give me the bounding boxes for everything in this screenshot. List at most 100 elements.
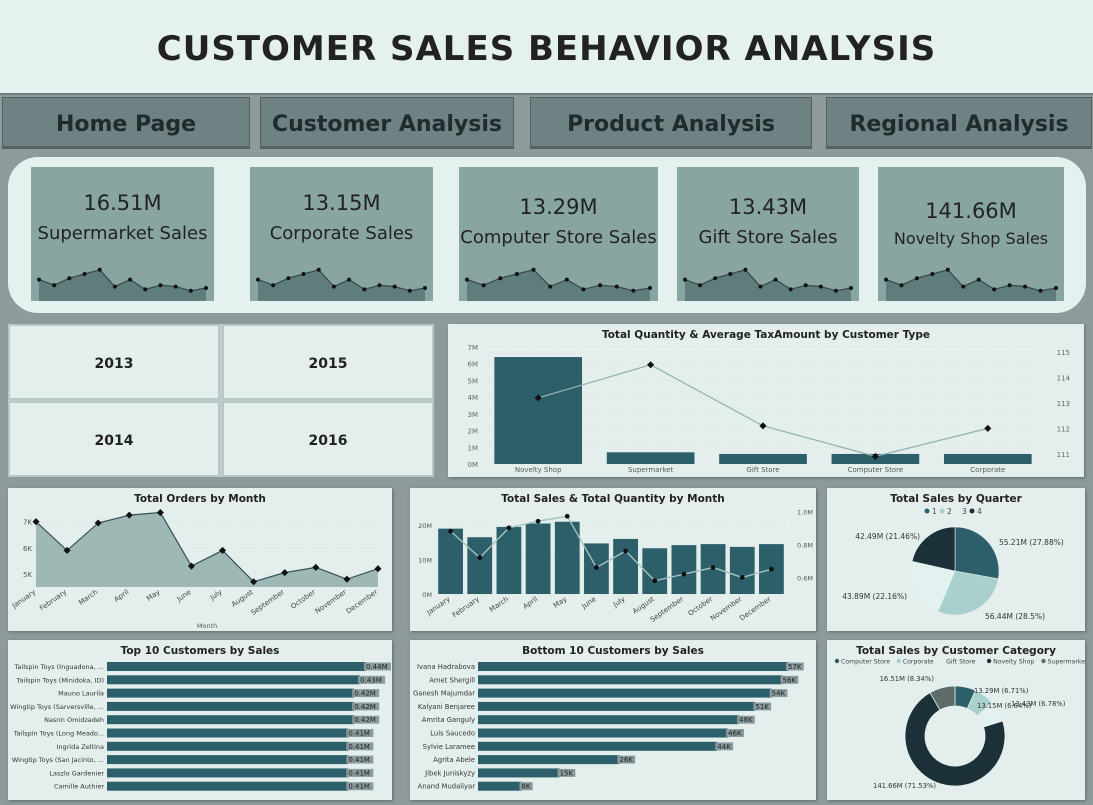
sparkline-point bbox=[614, 284, 619, 289]
data-label-bg bbox=[346, 742, 374, 751]
year-2016-button[interactable]: 2016 bbox=[222, 401, 434, 477]
sparkline-point bbox=[914, 276, 919, 281]
sparkline-area bbox=[685, 269, 851, 301]
sparkline-point bbox=[481, 283, 486, 288]
x-tick-label: May bbox=[145, 588, 161, 603]
year-2013-button[interactable]: 2013 bbox=[8, 324, 220, 400]
sparkline-line bbox=[466, 269, 651, 292]
sales-qty-month-card: Total Sales & Total Quantity by Month 0M… bbox=[410, 488, 816, 631]
sparkline-point bbox=[97, 267, 102, 272]
x-tick-label: Supermarket bbox=[628, 466, 673, 474]
data-label: 42.49M (21.46%) bbox=[855, 532, 920, 541]
line-point bbox=[564, 513, 570, 519]
year-2014-button[interactable]: 2014 bbox=[8, 401, 220, 477]
y2-tick-label: 0.8M bbox=[797, 541, 813, 549]
x-tick-label: June bbox=[175, 588, 193, 604]
chart-title: Total Orders by Month bbox=[134, 493, 266, 505]
y-tick-label: 2M bbox=[468, 428, 479, 436]
bar bbox=[478, 768, 560, 778]
sparkline-point bbox=[407, 288, 412, 293]
sparkline-point bbox=[976, 277, 981, 282]
sparkline-area bbox=[258, 269, 425, 301]
sparkline-point bbox=[465, 277, 469, 282]
sparkline-line bbox=[885, 269, 1057, 292]
category-label: Amrita Ganguly bbox=[422, 716, 475, 724]
y-tick-label: 1M bbox=[468, 444, 479, 452]
bar bbox=[606, 452, 695, 464]
kpi-sparkline bbox=[884, 267, 1058, 301]
bar bbox=[107, 741, 349, 751]
y-tick-label: 6K bbox=[23, 545, 32, 553]
series-line bbox=[35, 511, 379, 583]
bar bbox=[642, 548, 668, 594]
sparkline-point bbox=[728, 272, 733, 276]
data-label: 8K bbox=[522, 783, 531, 791]
legend-marker bbox=[939, 658, 945, 664]
data-label: 48K bbox=[739, 716, 753, 724]
y2-tick-label: 114 bbox=[1057, 375, 1071, 383]
kpi-label: Corporate Sales bbox=[269, 223, 414, 244]
data-label: 0.42M bbox=[354, 716, 376, 724]
bar bbox=[496, 526, 522, 594]
sparkline-point bbox=[112, 284, 117, 289]
nav-regional-analysis[interactable]: Regional Analysis bbox=[826, 97, 1092, 149]
sparkline-point bbox=[899, 283, 904, 288]
legend-label: Corporate bbox=[903, 659, 934, 666]
y-tick-label: 4M bbox=[468, 394, 479, 402]
bar bbox=[478, 701, 756, 711]
x-tick-label: December bbox=[738, 595, 772, 622]
line-point bbox=[652, 578, 658, 584]
legend-label: Gift Store bbox=[946, 659, 976, 666]
sparkline-point bbox=[788, 287, 793, 292]
data-label-bg bbox=[786, 662, 804, 671]
x-tick-label: November bbox=[709, 595, 744, 623]
y-tick-label: 20M bbox=[418, 522, 432, 530]
line-point bbox=[477, 555, 483, 561]
chart-title: Total Quantity & Average TaxAmount by Cu… bbox=[601, 329, 931, 341]
sparkline-point bbox=[743, 267, 748, 272]
sparkline-point bbox=[347, 277, 352, 282]
bottom10-card: Bottom 10 Customers by Sales Ivana Hadra… bbox=[410, 640, 816, 800]
sales-quarter-chart: 1 2 3 4 55.21M (27.88%) 56.44M (28.5%) 43.89M … bbox=[842, 507, 1064, 621]
bar bbox=[107, 701, 355, 711]
legend-marker bbox=[924, 508, 930, 514]
year-2015-button[interactable]: 2015 bbox=[222, 324, 434, 400]
page-title: CUSTOMER SALES BEHAVIOR ANALYSIS bbox=[156, 29, 937, 69]
sparkline-point bbox=[1007, 283, 1012, 288]
nav-product-analysis[interactable]: Product Analysis bbox=[530, 97, 812, 149]
nav-customer-analysis[interactable]: Customer Analysis bbox=[260, 97, 514, 149]
y2-tick-label: 113 bbox=[1057, 400, 1070, 408]
kpi-label: Gift Store Sales bbox=[698, 227, 838, 248]
sales-category-chart: Computer Store Corporate Gift Store Novelty… bbox=[834, 658, 1085, 790]
y2-tick-label: 111 bbox=[1057, 451, 1070, 459]
chart-title: Top 10 Customers by Sales bbox=[120, 645, 280, 657]
data-label: 0.42M bbox=[354, 690, 376, 698]
line-point bbox=[681, 571, 687, 577]
qty-tax-card: Total Quantity & Average TaxAmount by Cu… bbox=[448, 324, 1084, 477]
kpi-corporate: 13.15M Corporate Sales bbox=[250, 167, 433, 301]
category-label: Mauno Laurila bbox=[58, 690, 104, 698]
data-label: 0.41M bbox=[348, 730, 370, 738]
data-label: 0.41M bbox=[348, 783, 370, 791]
nav-home-page[interactable]: Home Page bbox=[2, 97, 250, 149]
bar bbox=[554, 521, 580, 594]
data-label: 15K bbox=[560, 769, 574, 777]
sparkline-point bbox=[301, 272, 306, 276]
chart-title: Bottom 10 Customers by Sales bbox=[522, 645, 704, 657]
data-label-bg bbox=[753, 702, 772, 711]
legend-label: 1 bbox=[932, 507, 937, 516]
bar bbox=[478, 755, 620, 765]
x-tick-label: January bbox=[10, 588, 37, 610]
category-label: Jibek Juniskyzy bbox=[424, 769, 475, 777]
y-tick-label: 6M bbox=[468, 361, 479, 369]
y-tick-label: 10M bbox=[418, 557, 432, 565]
sparkline-point bbox=[271, 283, 276, 288]
legend-label: 3 bbox=[962, 507, 967, 516]
data-label: 0.43M bbox=[360, 676, 382, 684]
sparkline-point bbox=[188, 288, 193, 293]
x-tick-label: August bbox=[631, 595, 656, 616]
kpi-sparkline bbox=[465, 267, 652, 301]
x-tick-label: May bbox=[552, 595, 568, 610]
category-label: Amet Shergill bbox=[429, 676, 475, 684]
data-label-bg bbox=[346, 729, 374, 737]
